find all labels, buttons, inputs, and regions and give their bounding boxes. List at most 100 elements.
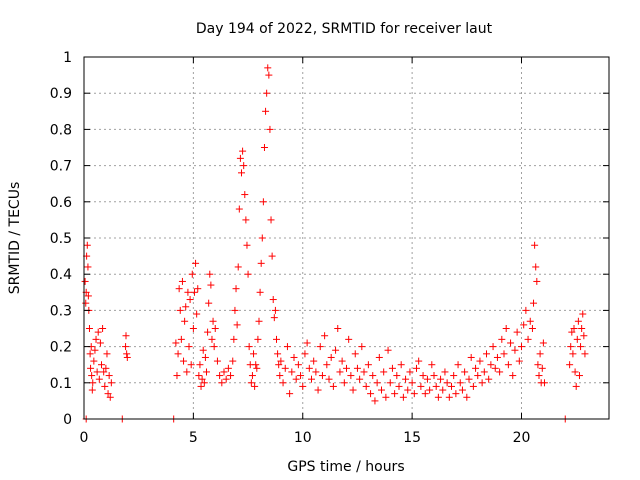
data-point (172, 339, 180, 347)
data-point (252, 361, 260, 369)
data-point (578, 325, 586, 332)
data-point (485, 375, 493, 383)
data-point (85, 325, 93, 332)
data-point (338, 357, 346, 365)
data-point (275, 361, 283, 369)
data-point (364, 361, 372, 369)
data-point (538, 364, 546, 372)
chart-title: Day 194 of 2022, SRMTID for receiver lau… (196, 21, 493, 37)
data-point (323, 361, 331, 369)
data-point (571, 368, 579, 376)
data-point (327, 353, 335, 361)
data-point (540, 379, 548, 387)
data-point (472, 364, 480, 372)
data-point (312, 368, 320, 376)
data-point (107, 379, 115, 387)
data-point (419, 372, 427, 380)
data-point (353, 364, 361, 372)
data-point (465, 375, 473, 383)
data-point (458, 386, 466, 394)
data-point (100, 368, 108, 376)
y-tick-label: 0.5 (50, 231, 72, 247)
data-point (209, 317, 217, 325)
data-point (575, 372, 583, 380)
data-point (347, 372, 355, 380)
data-point (263, 89, 271, 97)
data-point (235, 205, 243, 213)
data-point (199, 346, 207, 354)
data-point (255, 317, 263, 325)
data-point (310, 357, 318, 365)
data-point (205, 299, 213, 307)
y-tick-label: 0.3 (50, 303, 72, 319)
data-point (122, 343, 130, 351)
data-point (192, 259, 200, 267)
data-point (569, 350, 577, 358)
y-tick-label: 0.8 (50, 122, 72, 138)
data-point (478, 379, 486, 387)
y-tick-label: 0.6 (50, 195, 72, 211)
data-point (535, 372, 543, 380)
data-point (81, 277, 89, 285)
data-point (262, 107, 270, 115)
grid (84, 57, 609, 419)
data-point (454, 361, 462, 369)
data-point (375, 353, 383, 361)
data-point (476, 357, 484, 365)
data-point (279, 379, 287, 387)
data-point (187, 361, 195, 369)
data-point (200, 379, 208, 387)
data-point (243, 241, 251, 249)
data-point (373, 379, 381, 387)
data-point (526, 317, 534, 325)
data-point (98, 361, 105, 369)
data-point (210, 343, 218, 351)
data-point (371, 397, 379, 405)
data-point (213, 357, 221, 365)
data-point (509, 372, 517, 380)
x-axis-label: GPS time / hours (287, 459, 404, 475)
data-point (88, 372, 96, 380)
data-point (196, 361, 204, 369)
data-point (531, 241, 539, 249)
data-point (321, 332, 329, 340)
data-point (408, 379, 416, 387)
data-point (415, 357, 423, 365)
data-point (522, 306, 530, 314)
data-point (92, 335, 100, 343)
data-point (524, 335, 532, 343)
data-point (239, 147, 247, 155)
data-point (467, 353, 475, 361)
data-point (218, 379, 226, 387)
data-point (197, 382, 205, 390)
data-point (504, 361, 512, 369)
data-point (502, 325, 510, 332)
data-point (96, 339, 104, 347)
data-point (232, 285, 240, 293)
data-point (572, 382, 580, 390)
data-point (393, 372, 401, 380)
data-point (270, 314, 278, 322)
data-point (204, 328, 212, 336)
y-tick-label: 0 (63, 412, 72, 428)
data-point (378, 386, 385, 394)
data-point (474, 372, 482, 380)
data-point (301, 350, 309, 358)
data-point (421, 390, 429, 398)
data-point (268, 252, 276, 260)
data-point (528, 325, 536, 332)
data-point (229, 357, 237, 365)
data-point (487, 361, 495, 369)
data-point (194, 285, 202, 293)
data-point (222, 375, 230, 383)
data-point (277, 357, 285, 365)
data-point (207, 281, 215, 289)
data-point (573, 335, 581, 343)
data-point (84, 263, 92, 271)
data-point (340, 379, 348, 387)
data-point (580, 332, 588, 340)
data-point (325, 375, 333, 383)
data-point (181, 317, 189, 325)
data-point (520, 321, 528, 329)
